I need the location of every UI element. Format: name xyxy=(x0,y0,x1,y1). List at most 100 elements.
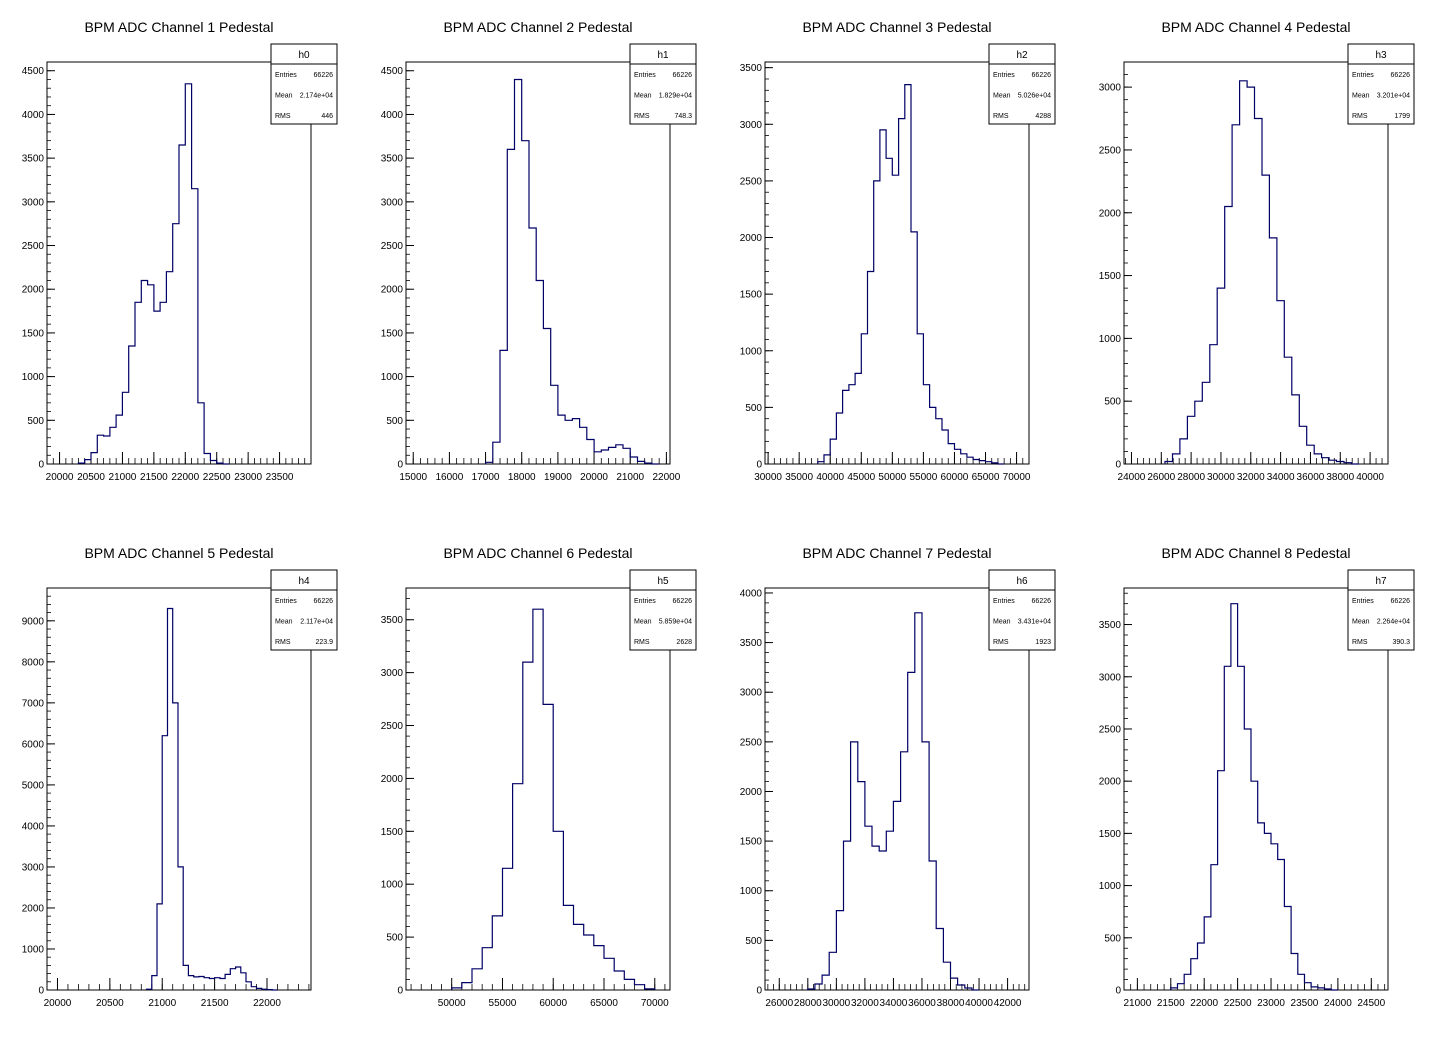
y-tick-label: 1000 xyxy=(1099,881,1122,892)
y-tick-label: 2000 xyxy=(1099,777,1122,788)
x-tick-label: 20500 xyxy=(96,998,124,1009)
stats-box: h3 Entries 66226 Mean 3.201e+04 RMS 1799 xyxy=(1347,43,1415,125)
x-tick-label: 28000 xyxy=(794,998,822,1009)
stats-value: 66226 xyxy=(314,72,334,79)
stats-label: Mean xyxy=(993,93,1011,100)
x-tick-label: 70000 xyxy=(641,998,669,1009)
y-tick-label: 2500 xyxy=(1099,724,1122,735)
x-tick-label: 34000 xyxy=(880,998,908,1009)
stats-value: 2.174e+04 xyxy=(300,93,333,100)
y-tick-label: 1500 xyxy=(381,328,404,339)
x-tick-label: 22000 xyxy=(171,472,199,483)
x-tick-label: 32000 xyxy=(1237,472,1265,483)
chart-7: BPM ADC Channel 7 Pedestal 0 500 1000 1500 20… xyxy=(740,545,1056,1009)
stats-label: Entries xyxy=(634,72,656,79)
y-tick-label: 1500 xyxy=(740,837,763,848)
y-tick-label: 2500 xyxy=(381,721,404,732)
x-tick-label: 50000 xyxy=(878,472,906,483)
y-tick-label: 2000 xyxy=(22,285,45,296)
histogram-series xyxy=(77,83,230,465)
stats-box-frame xyxy=(270,43,338,125)
stats-value: 223.9 xyxy=(315,639,333,646)
x-tick-label: 65000 xyxy=(972,472,1000,483)
stats-name: h6 xyxy=(1016,576,1028,587)
y-tick-label: 1000 xyxy=(381,372,404,383)
y-tick-label: 9000 xyxy=(22,616,45,627)
stats-value: 1923 xyxy=(1035,639,1051,646)
stats-box-frame xyxy=(988,569,1056,651)
x-tick-label: 26000 xyxy=(1147,472,1175,483)
stats-name: h1 xyxy=(657,50,669,61)
stats-label: RMS xyxy=(275,639,291,646)
stats-name: h2 xyxy=(1016,50,1028,61)
x-tick-label: 60000 xyxy=(941,472,969,483)
histogram-series xyxy=(145,607,278,991)
stats-label: Entries xyxy=(275,72,297,79)
stats-label: Mean xyxy=(1352,619,1370,626)
x-tick-label: 18000 xyxy=(508,472,536,483)
y-tick-label: 2500 xyxy=(22,241,45,252)
stats-value: 66226 xyxy=(1391,598,1411,605)
stats-value: 4288 xyxy=(1035,113,1051,120)
x-tick-label: 45000 xyxy=(847,472,875,483)
y-tick-label: 4000 xyxy=(22,821,45,832)
x-tick-label: 70000 xyxy=(1003,472,1031,483)
x-tick-label: 55000 xyxy=(909,472,937,483)
y-tick-label: 2000 xyxy=(22,903,45,914)
y-tick-label: 0 xyxy=(756,986,762,997)
y-tick-label: 3500 xyxy=(740,63,763,74)
histogram-series xyxy=(1164,80,1359,465)
x-tick-label: 20000 xyxy=(580,472,608,483)
stats-value: 66226 xyxy=(1032,598,1052,605)
y-tick-label: 0 xyxy=(397,986,403,997)
y-tick-label: 3500 xyxy=(740,638,763,649)
stats-box: h0 Entries 66226 Mean 2.174e+04 RMS 446 xyxy=(270,43,338,125)
y-tick-label: 0 xyxy=(1115,986,1121,997)
stats-label: RMS xyxy=(275,113,291,120)
x-tick-label: 35000 xyxy=(785,472,813,483)
x-tick-label: 23000 xyxy=(1257,998,1285,1009)
stats-label: Mean xyxy=(1352,93,1370,100)
plot-frame xyxy=(764,61,1030,465)
x-tick-label: 40000 xyxy=(965,998,993,1009)
chart-title: BPM ADC Channel 8 Pedestal xyxy=(1161,545,1350,561)
stats-box: h6 Entries 66226 Mean 3.431e+04 RMS 1923 xyxy=(988,569,1056,651)
histogram-series xyxy=(807,612,980,991)
stats-value: 66226 xyxy=(1391,72,1411,79)
y-tick-label: 1500 xyxy=(381,827,404,838)
stats-value: 1799 xyxy=(1394,113,1410,120)
y-tick-label: 4000 xyxy=(381,110,404,121)
x-tick-label: 60000 xyxy=(539,998,567,1009)
chart-title: BPM ADC Channel 4 Pedestal xyxy=(1161,19,1350,35)
stats-label: Entries xyxy=(1352,72,1374,79)
y-tick-label: 4500 xyxy=(22,66,45,77)
y-tick-label: 500 xyxy=(386,933,403,944)
y-tick-label: 3000 xyxy=(740,688,763,699)
y-tick-label: 3000 xyxy=(381,668,404,679)
stats-box: h2 Entries 66226 Mean 5.026e+04 RMS 4288 xyxy=(988,43,1056,125)
stats-value: 2.264e+04 xyxy=(1377,619,1410,626)
y-tick-label: 7000 xyxy=(22,698,45,709)
y-tick-label: 0 xyxy=(756,460,762,471)
y-tick-label: 0 xyxy=(1115,460,1121,471)
y-tick-label: 1000 xyxy=(740,886,763,897)
y-tick-label: 2500 xyxy=(1099,145,1122,156)
y-tick-label: 1000 xyxy=(740,346,763,357)
y-tick-label: 500 xyxy=(1104,397,1121,408)
x-tick-label: 32000 xyxy=(851,998,879,1009)
stats-label: Entries xyxy=(275,598,297,605)
stats-label: Mean xyxy=(634,619,652,626)
stats-box-frame xyxy=(629,43,697,125)
stats-label: RMS xyxy=(634,639,650,646)
stats-value: 748.3 xyxy=(674,113,692,120)
stats-value: 5.859e+04 xyxy=(659,619,692,626)
x-tick-label: 23500 xyxy=(266,472,294,483)
chart-title: BPM ADC Channel 3 Pedestal xyxy=(802,19,991,35)
stats-label: RMS xyxy=(1352,113,1368,120)
x-tick-label: 30000 xyxy=(1207,472,1235,483)
stats-value: 5.026e+04 xyxy=(1018,93,1051,100)
x-tick-label: 21000 xyxy=(1123,998,1151,1009)
plot-frame xyxy=(46,587,312,991)
x-tick-label: 20000 xyxy=(44,998,72,1009)
y-tick-label: 3500 xyxy=(1099,620,1122,631)
